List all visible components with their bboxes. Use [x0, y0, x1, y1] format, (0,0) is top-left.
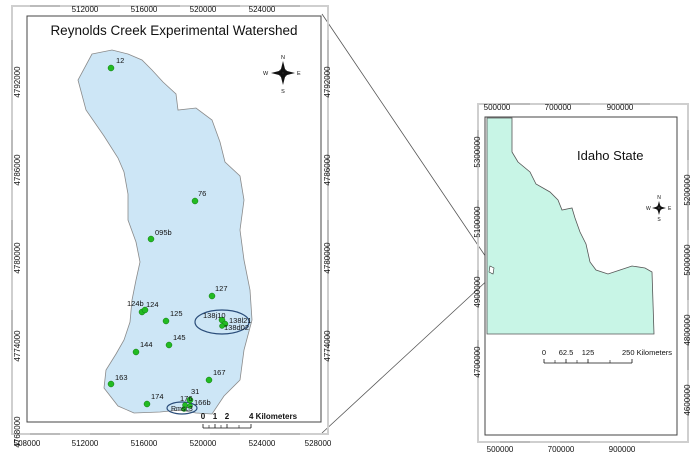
station-marker[interactable]: 12	[107, 56, 124, 72]
x-tick-label: 508000	[14, 439, 41, 448]
x-tick-label: 520000	[190, 439, 217, 448]
x-tick-label-top: 524000	[249, 5, 276, 14]
scale-tick-label: 125	[582, 348, 595, 357]
highlight-ellipse	[166, 401, 198, 415]
x-tick-label: 900000	[609, 445, 636, 453]
right-map: Idaho State 500000 700000 900000 500000 …	[473, 103, 692, 454]
station-label: 12	[116, 56, 124, 65]
y-tick-label: 4768000	[13, 416, 22, 448]
station-marker[interactable]: 144	[132, 340, 153, 356]
y-tick-label-right: 5000000	[683, 244, 692, 276]
y-tick-label: 4774000	[13, 330, 22, 362]
watershed-location-marker	[488, 265, 495, 275]
y-tick-label: 4900000	[473, 276, 482, 308]
left-map-title: Reynolds Creek Experimental Watershed	[50, 23, 297, 38]
scale-tick-label: 62.5	[559, 348, 574, 357]
north-label: N	[657, 195, 661, 201]
station-label: 31	[191, 387, 199, 396]
scale-bar: 0 1 2 4 Kilometers	[201, 412, 298, 429]
y-tick-label: 4792000	[13, 66, 22, 98]
station-label: 124b	[127, 299, 144, 308]
scale-tick-label: 0	[201, 412, 206, 421]
north-arrow: N S E W	[263, 55, 301, 95]
highlight-ellipse	[194, 309, 250, 335]
connector-line-top	[321, 13, 493, 267]
station-label: 127	[215, 284, 228, 293]
station-label: 176	[180, 394, 193, 403]
connector-line-bottom	[321, 275, 493, 434]
scale-tick-label: 4 Kilometers	[249, 412, 298, 421]
right-map-title: Idaho State	[577, 148, 644, 163]
station-marker[interactable]: Rmsc3	[171, 406, 193, 413]
station-marker[interactable]: 095b	[147, 228, 172, 243]
x-tick-label-top: 900000	[607, 103, 634, 112]
y-tick-label-right: 4792000	[323, 66, 332, 98]
scale-tick-label: 0	[542, 348, 546, 357]
station-label: 174	[151, 392, 164, 401]
watershed-polygon	[77, 49, 253, 415]
station-label: 138l21	[229, 316, 252, 325]
y-tick-label-right: 4786000	[323, 154, 332, 186]
north-label: N	[281, 55, 285, 61]
station-label: 125	[170, 309, 183, 318]
scale-tick-label: 2	[225, 412, 230, 421]
x-tick-label-top: 512000	[72, 5, 99, 14]
east-label: E	[668, 206, 672, 212]
y-tick-label-right: 4774000	[323, 330, 332, 362]
y-tick-label-right: 4800000	[683, 314, 692, 346]
x-tick-label-top: 520000	[190, 5, 217, 14]
x-tick-label-top: 700000	[545, 103, 572, 112]
station-marker[interactable]: 166b	[187, 398, 211, 409]
station-marker[interactable]: 145	[165, 333, 186, 349]
station-label: 095b	[155, 228, 172, 237]
x-tick-label-top: 516000	[131, 5, 158, 14]
y-tick-label: 4700000	[473, 346, 482, 378]
scale-tick-label: 250 Kilometers	[622, 348, 672, 357]
x-tick-label: 528000	[305, 439, 332, 448]
x-tick-label: 512000	[72, 439, 99, 448]
station-label: 167	[213, 368, 226, 377]
left-map: Reynolds Creek Experimental Watershed 50…	[11, 5, 332, 448]
station-marker[interactable]: 124	[141, 300, 159, 314]
north-arrow: N S E W	[646, 195, 672, 223]
west-label: W	[646, 206, 651, 212]
station-label: 163	[115, 373, 128, 382]
y-tick-label: 4780000	[13, 242, 22, 274]
idaho-state-polygon	[486, 117, 655, 335]
station-marker[interactable]: 127	[208, 284, 228, 300]
y-tick-label: 5100000	[473, 206, 482, 238]
station-label: 138d02	[224, 323, 249, 332]
south-label: S	[657, 217, 661, 223]
x-tick-label: 700000	[548, 445, 575, 453]
y-tick-label: 5300000	[473, 136, 482, 168]
y-tick-label: 4786000	[13, 154, 22, 186]
station-label: 166b	[194, 398, 211, 407]
station-label: Rmsc3	[171, 406, 193, 413]
station-label: 144	[140, 340, 153, 349]
south-label: S	[281, 89, 285, 95]
y-tick-label-right: 4780000	[323, 242, 332, 274]
station-label: 138j10	[203, 311, 226, 320]
station-marker[interactable]: 31	[186, 387, 199, 404]
x-tick-label-top: 500000	[484, 103, 511, 112]
x-tick-label: 524000	[249, 439, 276, 448]
y-tick-label-right: 4600000	[683, 384, 692, 416]
x-tick-label: 500000	[487, 445, 514, 453]
station-marker[interactable]: 174	[143, 392, 164, 408]
west-label: W	[263, 71, 269, 77]
station-marker[interactable]: 125	[162, 309, 183, 325]
station-label: 124	[146, 300, 159, 309]
scale-tick-label: 1	[213, 412, 218, 421]
station-label: 145	[173, 333, 186, 342]
station-marker[interactable]: 76	[191, 189, 206, 205]
station-marker[interactable]: 167	[205, 368, 226, 384]
east-label: E	[297, 71, 301, 77]
station-label: 76	[198, 189, 206, 198]
x-tick-label: 516000	[131, 439, 158, 448]
station-marker[interactable]: 163	[107, 373, 128, 388]
scale-bar: 0 62.5 125 250 Kilometers	[542, 348, 672, 364]
station-marker[interactable]: 138d02	[219, 323, 250, 332]
y-tick-label-right: 5200000	[683, 174, 692, 206]
